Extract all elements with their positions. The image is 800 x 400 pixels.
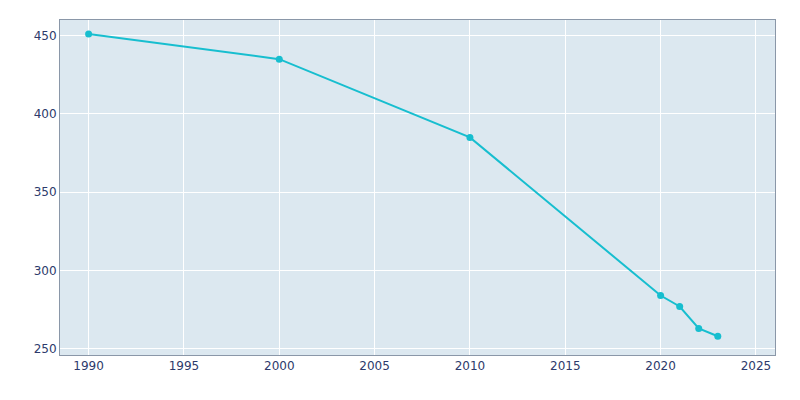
svg-text:2015: 2015 xyxy=(550,359,581,373)
svg-text:300: 300 xyxy=(34,264,57,278)
svg-text:1995: 1995 xyxy=(169,359,200,373)
svg-text:350: 350 xyxy=(34,185,57,199)
svg-text:2025: 2025 xyxy=(741,359,772,373)
svg-text:1990: 1990 xyxy=(73,359,104,373)
svg-text:2000: 2000 xyxy=(264,359,295,373)
svg-text:250: 250 xyxy=(34,342,57,356)
svg-text:2005: 2005 xyxy=(359,359,390,373)
svg-text:400: 400 xyxy=(34,107,57,121)
svg-text:450: 450 xyxy=(34,29,57,43)
svg-text:2020: 2020 xyxy=(645,359,676,373)
svg-text:2010: 2010 xyxy=(455,359,486,373)
